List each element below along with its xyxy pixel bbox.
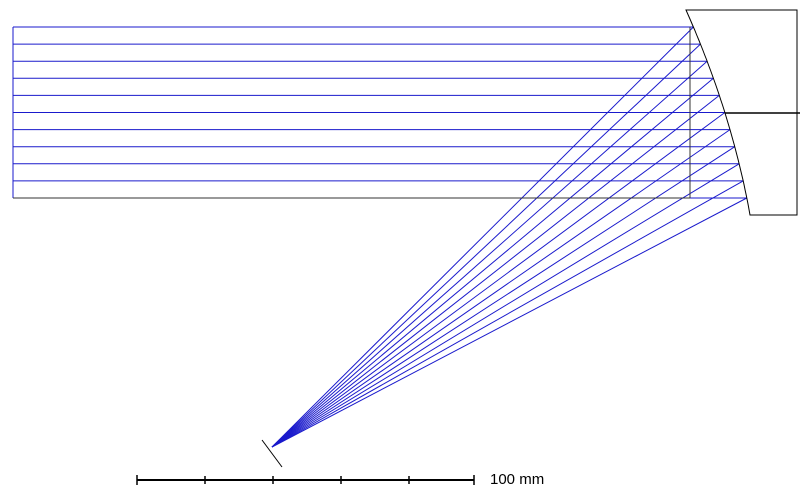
scale-label: 100 mm [490,471,544,488]
ray-out [271,146,736,448]
ray-out [271,112,726,448]
ray-out [271,60,708,448]
ray-out [271,180,744,448]
detector [261,439,283,468]
rays [12,26,748,448]
mirror [685,9,798,216]
ray-out [271,129,731,448]
ray-out [271,95,720,448]
ray-out [271,197,748,448]
ray-out [271,77,714,448]
scale-bar [136,475,475,485]
ray-out [271,163,740,448]
ray-out [271,26,694,448]
ray-out [271,43,701,448]
